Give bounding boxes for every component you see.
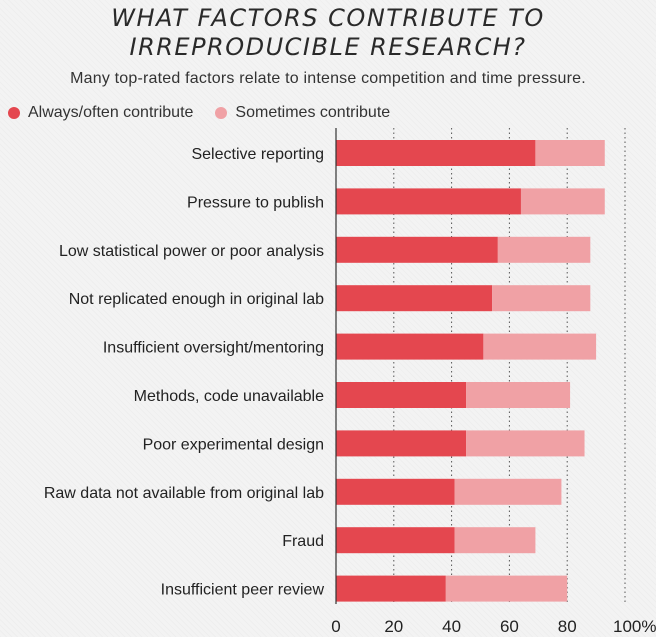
bar-always-often-1 xyxy=(336,188,521,215)
x-tick-label-40: 40 xyxy=(442,617,461,636)
bar-sometimes-3 xyxy=(492,285,591,312)
category-label-8: Fraud xyxy=(282,533,324,550)
bar-sometimes-9 xyxy=(445,575,568,602)
category-label-7: Raw data not available from original lab xyxy=(44,485,324,502)
x-tick-label-80: 80 xyxy=(558,617,577,636)
category-label-6: Poor experimental design xyxy=(143,436,324,453)
bar-always-often-7 xyxy=(336,478,455,505)
bar-always-often-5 xyxy=(336,382,467,408)
bar-sometimes-7 xyxy=(454,478,562,505)
bar-sometimes-1 xyxy=(520,188,605,215)
x-tick-label-20: 20 xyxy=(384,617,403,636)
legend-label-sometimes: Sometimes contribute xyxy=(235,104,391,121)
category-label-0: Selective reporting xyxy=(191,146,324,163)
bar-always-often-9 xyxy=(336,575,446,602)
category-label-5: Methods, code unavailable xyxy=(134,388,324,405)
category-label-4: Insufficient oversight/mentoring xyxy=(103,340,324,357)
bar-always-often-8 xyxy=(336,527,455,554)
bar-always-often-6 xyxy=(336,430,467,457)
legend-label-always-often: Always/often contribute xyxy=(28,104,194,121)
x-tick-label-100: 100% xyxy=(613,617,656,636)
chart-title-line-2: IRREPRODUCIBLE RESEARCH? xyxy=(129,33,527,61)
x-tick-label-60: 60 xyxy=(500,617,519,636)
bar-always-often-3 xyxy=(336,285,493,312)
legend-swatch-sometimes xyxy=(215,107,228,119)
x-tick-label-0: 0 xyxy=(331,617,340,636)
legend-item-sometimes: Sometimes contribute xyxy=(215,104,390,122)
category-label-1: Pressure to publish xyxy=(187,194,324,211)
chart-title-line-1: WHAT FACTORS CONTRIBUTE TO xyxy=(111,4,545,32)
category-label-3: Not replicated enough in original lab xyxy=(69,291,324,308)
legend-item-always-often: Always/often contribute xyxy=(8,104,193,122)
bar-always-often-0 xyxy=(336,140,536,166)
bar-always-often-2 xyxy=(336,236,498,263)
bar-sometimes-6 xyxy=(466,430,585,457)
bar-sometimes-2 xyxy=(497,236,591,263)
bar-always-often-4 xyxy=(336,333,484,360)
bar-sometimes-0 xyxy=(535,140,605,166)
category-label-9: Insufficient peer review xyxy=(161,582,325,599)
bar-sometimes-8 xyxy=(454,527,536,554)
chart-subtitle: Many top-rated factors relate to intense… xyxy=(70,70,586,87)
bar-sometimes-4 xyxy=(483,333,597,360)
bar-sometimes-5 xyxy=(466,382,571,408)
category-label-2: Low statistical power or poor analysis xyxy=(59,243,324,260)
legend: Always/often contribute Sometimes contri… xyxy=(8,102,412,124)
legend-swatch-always-often xyxy=(8,107,20,119)
